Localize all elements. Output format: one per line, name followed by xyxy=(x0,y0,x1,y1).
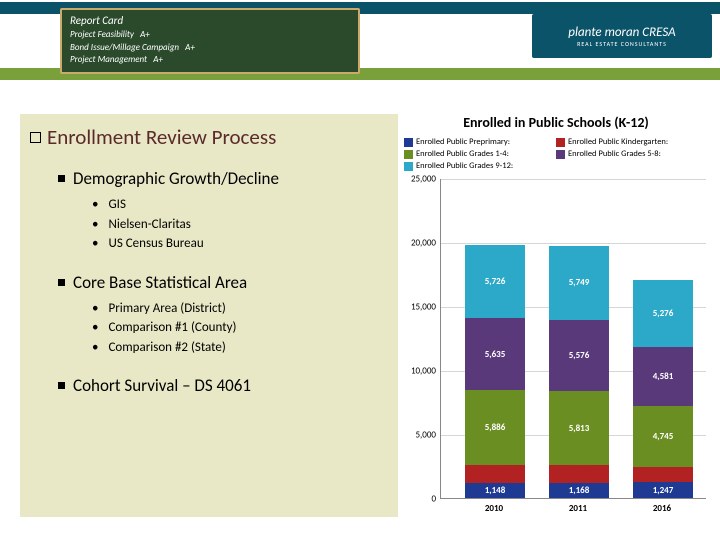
chart-bar-segment: 5,635 xyxy=(465,318,525,390)
subsection-heading: Demographic Growth/Decline xyxy=(58,168,388,189)
legend-item: Enrolled Public Kindergarten: xyxy=(556,137,708,147)
chart-bar-segment: 1,148 xyxy=(465,483,525,498)
chart-gridline xyxy=(441,179,706,180)
square-bullet-icon xyxy=(58,382,65,389)
chart-y-axis-label: 10,000 xyxy=(402,366,436,377)
chart-y-axis-label: 15,000 xyxy=(402,302,436,313)
list-item: •Nielsen-Claritas xyxy=(92,215,388,235)
brand-logo: plante moran CRESA REAL ESTATE CONSULTAN… xyxy=(532,14,712,58)
chart-bar-group: 5,7495,5765,8131,3831,168 xyxy=(549,246,609,498)
chart-y-axis-label: 5,000 xyxy=(402,430,436,441)
section-title: Enrollment Review Process xyxy=(30,124,388,150)
legend-swatch-icon xyxy=(404,162,413,171)
chart-plot: 5,7265,6355,8861,3941,148 5,7495,5765,813… xyxy=(440,179,706,499)
chart-legend: Enrolled Public Preprimary: Enrolled Publ… xyxy=(402,135,710,179)
hollow-square-bullet-icon xyxy=(30,132,41,143)
chart-bar-group: 5,2764,5814,7451,1881,247 xyxy=(633,280,693,498)
legend-swatch-icon xyxy=(556,138,565,147)
list-item: •Primary Area (District) xyxy=(92,299,388,319)
chart-area: 5,7265,6355,8861,3941,148 5,7495,5765,813… xyxy=(402,179,710,517)
legend-item: Enrolled Public Grades 1-4: xyxy=(404,149,556,159)
chart-y-axis-label: 25,000 xyxy=(402,174,436,185)
chart-panel: Enrolled in Public Schools (K-12) Enroll… xyxy=(398,114,710,517)
subsection-heading: Core Base Statistical Area xyxy=(58,272,388,293)
logo-main: plante moran CRESA xyxy=(568,25,675,40)
chart-bar-segment: 4,581 xyxy=(633,347,693,406)
square-bullet-icon xyxy=(58,175,65,182)
chart-bar-segment: 5,276 xyxy=(633,280,693,348)
list-item: •US Census Bureau xyxy=(92,234,388,254)
chart-x-axis-label: 2016 xyxy=(632,503,692,514)
chart-bar-segment: 4,745 xyxy=(633,406,693,467)
chalkboard-graphic: Report Card Project Feasibility A+ Bond … xyxy=(60,8,360,74)
text-panel: Enrollment Review Process Demographic Gr… xyxy=(20,114,398,517)
legend-swatch-icon xyxy=(556,150,565,159)
legend-label: Enrolled Public Kindergarten: xyxy=(568,137,668,147)
chart-y-axis-label: 20,000 xyxy=(402,238,436,249)
square-bullet-icon xyxy=(58,279,65,286)
chalk-line-1: Project Feasibility A+ xyxy=(70,29,350,42)
list-item: •Comparison #1 (County) xyxy=(92,318,388,338)
legend-item: Enrolled Public Grades 9-12: xyxy=(404,161,556,171)
main-content: Enrollment Review Process Demographic Gr… xyxy=(0,84,720,521)
chart-x-axis-label: 2010 xyxy=(464,503,524,514)
chart-bar-segment: 5,576 xyxy=(549,320,609,391)
chart-bar-segment: 1,383 xyxy=(549,465,609,483)
chart-bar-segment: 5,749 xyxy=(549,246,609,320)
legend-label: Enrolled Public Grades 1-4: xyxy=(416,149,509,159)
chart-bar-segment: 1,168 xyxy=(549,483,609,498)
chart-bar-segment: 5,813 xyxy=(549,391,609,465)
slide-header: Report Card Project Feasibility A+ Bond … xyxy=(0,0,720,84)
legend-swatch-icon xyxy=(404,138,413,147)
chalk-line-3: Project Management A+ xyxy=(70,54,350,67)
legend-item: Enrolled Public Preprimary: xyxy=(404,137,556,147)
chart-bar-segment: 5,886 xyxy=(465,390,525,465)
legend-label: Enrolled Public Grades 9-12: xyxy=(416,161,513,171)
list-item: •GIS xyxy=(92,195,388,215)
legend-swatch-icon xyxy=(404,150,413,159)
list-item: •Comparison #2 (State) xyxy=(92,338,388,358)
chart-bar-segment: 5,726 xyxy=(465,245,525,318)
chart-y-axis-label: 0 xyxy=(402,494,436,505)
chalk-line-2: Bond Issue/Millage Campaign A+ xyxy=(70,42,350,55)
chart-x-axis-label: 2011 xyxy=(548,503,608,514)
chart-bar-segment: 1,247 xyxy=(633,482,693,498)
report-card-label: Report Card xyxy=(70,14,350,27)
legend-item: Enrolled Public Grades 5-8: xyxy=(556,149,708,159)
chart-bar-segment: 1,188 xyxy=(633,467,693,482)
logo-sub: REAL ESTATE CONSULTANTS xyxy=(577,40,667,48)
chart-bar-group: 5,7265,6355,8861,3941,148 xyxy=(465,245,525,498)
chart-bar-segment: 1,394 xyxy=(465,465,525,483)
subsection-heading: Cohort Survival – DS 4061 xyxy=(58,375,388,396)
chart-title: Enrolled in Public Schools (K-12) xyxy=(402,114,710,131)
legend-label: Enrolled Public Grades 5-8: xyxy=(568,149,661,159)
legend-label: Enrolled Public Preprimary: xyxy=(416,137,510,147)
